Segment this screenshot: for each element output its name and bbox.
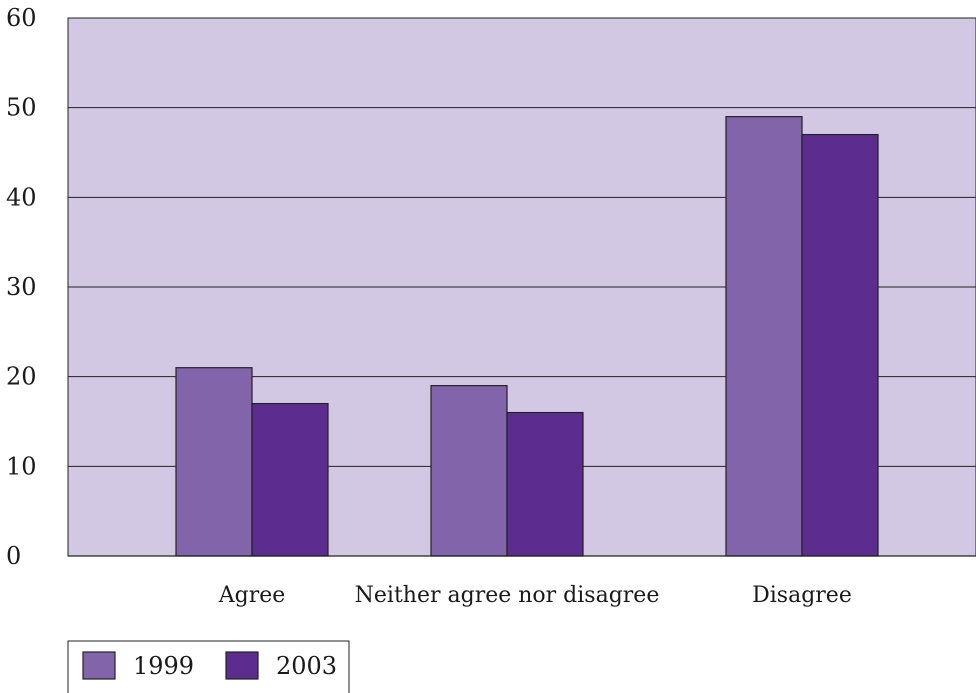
bar-1999-3 (725, 116, 803, 557)
x-category-label: Disagree (752, 583, 852, 608)
y-tick-label: 50 (6, 94, 37, 122)
y-tick-label: 20 (6, 363, 37, 391)
bar-1999-2 (430, 385, 508, 557)
bar-2003-1 (251, 402, 329, 557)
bar-2003-2 (506, 411, 584, 557)
y-tick-label: 30 (6, 273, 37, 301)
y-tick-label: 40 (6, 183, 37, 211)
bars (175, 116, 879, 557)
x-axis-category-labels: Agree Neither agree nor disagree Disagree (218, 583, 852, 608)
legend-label-2003: 2003 (276, 652, 337, 680)
x-category-label: Agree (218, 583, 286, 608)
y-tick-label: 10 (6, 452, 37, 480)
bar-2003-3 (801, 133, 879, 557)
legend-swatch-2003 (225, 651, 259, 680)
y-axis-tick-labels: 0 10 20 30 40 50 60 (6, 4, 37, 570)
x-category-label: Neither agree nor disagree (355, 583, 660, 608)
y-tick-label: 0 (6, 542, 21, 570)
legend-swatch-1999 (82, 651, 116, 680)
legend-label-1999: 1999 (133, 652, 194, 680)
bar-1999-1 (175, 367, 253, 557)
legend: 1999 2003 (67, 640, 350, 693)
y-tick-label: 60 (6, 4, 37, 32)
